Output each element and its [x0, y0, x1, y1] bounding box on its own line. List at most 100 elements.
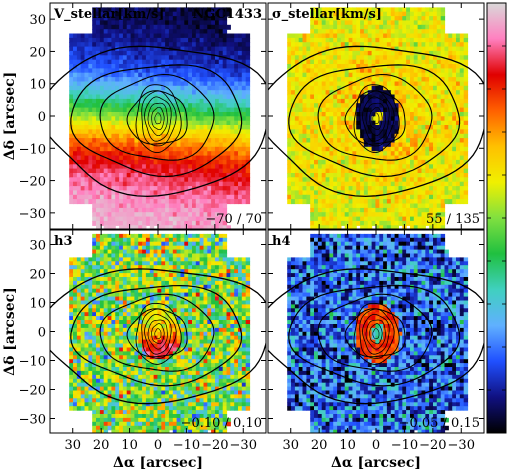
map-pixel	[211, 225, 216, 229]
map-pixel	[161, 94, 166, 100]
map-pixel	[211, 155, 216, 161]
map-pixel	[168, 68, 174, 74]
map-pixel	[207, 194, 212, 200]
map-pixel	[417, 138, 422, 144]
map-pixel	[302, 64, 307, 69]
map-pixel	[180, 181, 185, 187]
map-pixel	[436, 64, 442, 69]
map-pixel	[215, 11, 220, 17]
map-pixel	[433, 220, 438, 226]
map-pixel	[452, 72, 457, 78]
map-pixel	[310, 129, 315, 135]
map-pixel	[69, 164, 74, 170]
map-pixel	[390, 225, 396, 229]
map-pixel	[138, 190, 143, 196]
map-pixel	[153, 16, 158, 22]
map-pixel	[88, 112, 93, 117]
map-pixel	[195, 59, 201, 65]
map-pixel	[149, 269, 155, 274]
map-pixel	[421, 77, 426, 83]
map-pixel	[444, 181, 449, 187]
map-pixel	[448, 138, 453, 144]
map-pixel	[184, 120, 189, 126]
map-pixel	[207, 116, 212, 122]
map-pixel	[333, 199, 338, 205]
map-pixel	[310, 133, 315, 139]
map-pixel	[298, 129, 304, 135]
map-pixel	[444, 129, 449, 135]
map-pixel	[238, 120, 243, 126]
map-pixel	[410, 42, 415, 48]
map-pixel	[73, 265, 78, 270]
map-pixel	[444, 112, 449, 117]
map-pixel	[383, 133, 388, 139]
map-pixel	[390, 50, 396, 56]
map-pixel	[188, 181, 193, 187]
map-pixel	[417, 216, 422, 222]
map-pixel	[207, 181, 212, 187]
map-pixel	[119, 120, 124, 126]
map-pixel	[172, 155, 178, 161]
map-pixel	[234, 125, 239, 130]
map-pixel	[413, 155, 419, 161]
map-pixel	[184, 203, 189, 209]
map-pixel	[375, 94, 380, 100]
map-pixel	[398, 103, 403, 109]
map-pixel	[226, 81, 231, 87]
map-pixel	[138, 24, 143, 30]
map-pixel	[218, 233, 224, 239]
map-pixel	[352, 16, 357, 22]
map-pixel	[207, 203, 212, 209]
map-pixel	[421, 225, 426, 229]
map-pixel	[165, 68, 170, 74]
map-pixel	[436, 20, 442, 26]
map-pixel	[119, 186, 124, 192]
map-pixel	[421, 81, 426, 87]
map-pixel	[199, 177, 204, 183]
map-pixel	[92, 98, 97, 104]
map-pixel	[99, 199, 105, 205]
map-pixel	[425, 155, 430, 161]
map-pixel	[92, 50, 97, 56]
map-pixel	[314, 20, 319, 26]
map-pixel	[321, 164, 327, 170]
map-pixel	[188, 24, 193, 30]
map-pixel	[337, 173, 342, 178]
map-pixel	[340, 125, 346, 130]
map-pixel	[126, 237, 132, 243]
map-pixel	[433, 225, 438, 229]
map-pixel	[188, 245, 193, 251]
map-pixel	[207, 24, 212, 30]
map-pixel	[92, 77, 97, 83]
map-pixel	[340, 94, 346, 100]
map-pixel	[310, 85, 315, 91]
map-pixel	[176, 46, 181, 52]
map-pixel	[203, 33, 208, 39]
map-pixel	[76, 181, 82, 187]
map-pixel	[142, 151, 147, 157]
map-pixel	[88, 116, 93, 122]
map-pixel	[203, 46, 208, 52]
map-pixel	[452, 68, 457, 74]
map-pixel	[413, 85, 419, 91]
map-pixel	[99, 120, 105, 126]
map-pixel	[215, 257, 220, 262]
map-pixel	[172, 216, 178, 222]
map-pixel	[180, 98, 185, 104]
map-pixel	[80, 265, 86, 270]
map-pixel	[410, 29, 415, 35]
map-pixel	[421, 33, 426, 39]
map-pixel	[207, 103, 212, 109]
map-pixel	[317, 81, 323, 87]
map-pixel	[99, 194, 105, 200]
map-pixel	[73, 90, 78, 96]
map-pixel	[459, 133, 465, 139]
map-pixel	[314, 46, 319, 52]
map-pixel	[153, 265, 158, 270]
map-pixel	[168, 77, 174, 83]
map-pixel	[371, 29, 376, 35]
map-pixel	[199, 237, 204, 243]
map-pixel	[306, 90, 311, 96]
map-pixel	[199, 190, 204, 196]
kinematic-map	[69, 233, 251, 433]
